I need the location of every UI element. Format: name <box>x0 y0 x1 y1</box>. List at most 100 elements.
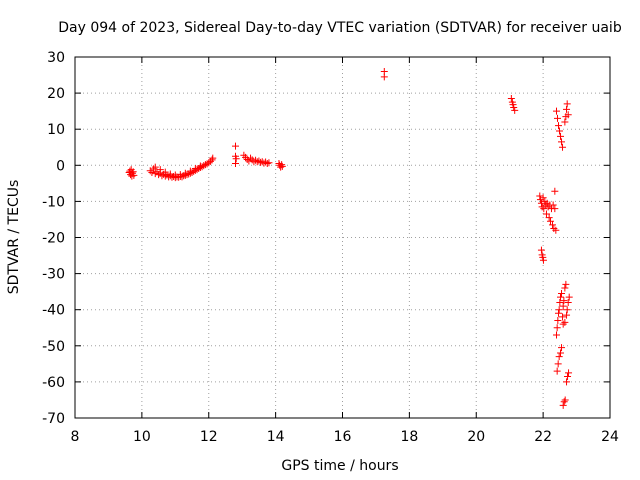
data-point <box>161 168 169 176</box>
data-point <box>563 100 571 108</box>
x-tick-label: 14 <box>267 429 285 445</box>
data-point <box>551 205 559 213</box>
x-tick-label: 12 <box>200 429 218 445</box>
data-point <box>148 169 156 177</box>
data-point <box>554 360 562 368</box>
y-tick-label: -20 <box>42 231 65 247</box>
data-point <box>544 203 552 211</box>
data-point <box>565 369 573 377</box>
data-point <box>247 154 255 162</box>
grid <box>75 57 610 418</box>
data-point <box>557 293 565 301</box>
data-point <box>540 205 548 213</box>
data-point <box>558 289 566 297</box>
data-point <box>196 162 204 170</box>
data-point <box>265 159 273 167</box>
y-tick-label: -70 <box>42 411 65 427</box>
data-point <box>562 280 570 288</box>
data-point <box>559 401 567 409</box>
data-point <box>278 161 286 169</box>
data-point <box>563 311 571 319</box>
data-point <box>558 138 566 146</box>
data-point <box>558 344 566 352</box>
data-point <box>546 217 554 225</box>
data-point <box>559 302 567 310</box>
y-tick-label: 20 <box>47 86 65 102</box>
x-tick-label: 24 <box>601 429 619 445</box>
data-point <box>186 167 194 175</box>
data-point <box>563 306 571 314</box>
data-point <box>205 159 213 167</box>
data-point <box>564 298 572 306</box>
data-point <box>561 318 569 326</box>
data-point <box>201 161 209 169</box>
data-point <box>252 156 260 164</box>
data-point <box>380 73 388 81</box>
data-point <box>565 293 573 301</box>
data-point <box>542 210 550 218</box>
data-point <box>554 317 562 325</box>
data-point <box>552 226 560 234</box>
data-point <box>183 171 191 179</box>
data-point <box>191 165 199 173</box>
plot-frame <box>74 56 611 419</box>
data-point <box>555 353 563 361</box>
chart-title: Day 094 of 2023, Sidereal Day-to-day VTE… <box>58 20 622 36</box>
data-point <box>553 107 560 115</box>
data-point <box>166 170 174 178</box>
y-tick-label: 0 <box>56 158 65 174</box>
data-point <box>555 122 563 130</box>
data-point <box>564 111 572 119</box>
data-point <box>509 101 517 109</box>
x-tick-label: 18 <box>400 429 418 445</box>
data-point <box>561 284 569 292</box>
data-point <box>278 162 286 170</box>
data-point <box>553 367 561 375</box>
data-point <box>129 168 137 176</box>
data-point <box>549 201 557 209</box>
data-point <box>563 378 571 386</box>
data-point <box>511 106 519 114</box>
data-point <box>545 214 553 222</box>
data-point <box>156 166 164 174</box>
data-point <box>510 104 518 112</box>
data-point <box>185 170 193 178</box>
data-point <box>553 331 560 339</box>
x-tick-label: 16 <box>334 429 352 445</box>
data-point <box>232 155 240 163</box>
data-point <box>150 165 158 173</box>
data-point <box>539 256 547 264</box>
data-point <box>255 157 263 165</box>
data-point <box>557 349 565 357</box>
data-points <box>125 67 573 409</box>
data-point <box>245 157 253 165</box>
data-point <box>208 156 216 164</box>
x-tick-label: 22 <box>534 429 552 445</box>
data-point <box>537 246 545 254</box>
data-point <box>538 203 546 211</box>
data-point <box>561 118 569 126</box>
data-point <box>553 324 561 332</box>
data-point <box>151 163 159 171</box>
data-point <box>560 398 568 406</box>
y-tick-label: 30 <box>47 50 65 66</box>
data-point <box>232 159 239 167</box>
y-tick-label: -40 <box>42 303 65 319</box>
data-point <box>163 171 171 179</box>
x-axis-label: GPS time / hours <box>281 458 398 474</box>
data-point <box>181 169 189 177</box>
data-point <box>564 372 572 380</box>
data-point <box>507 95 515 103</box>
y-tick-label: -10 <box>42 194 65 210</box>
data-point <box>262 158 270 166</box>
data-point <box>555 309 563 317</box>
data-point <box>563 105 571 113</box>
x-tick-label: 8 <box>71 429 80 445</box>
data-point <box>551 187 559 195</box>
data-point <box>536 192 544 200</box>
data-point <box>176 171 184 179</box>
y-tick-label: -50 <box>42 339 65 355</box>
data-point <box>555 306 563 314</box>
data-point <box>130 171 138 179</box>
data-point <box>209 154 217 162</box>
